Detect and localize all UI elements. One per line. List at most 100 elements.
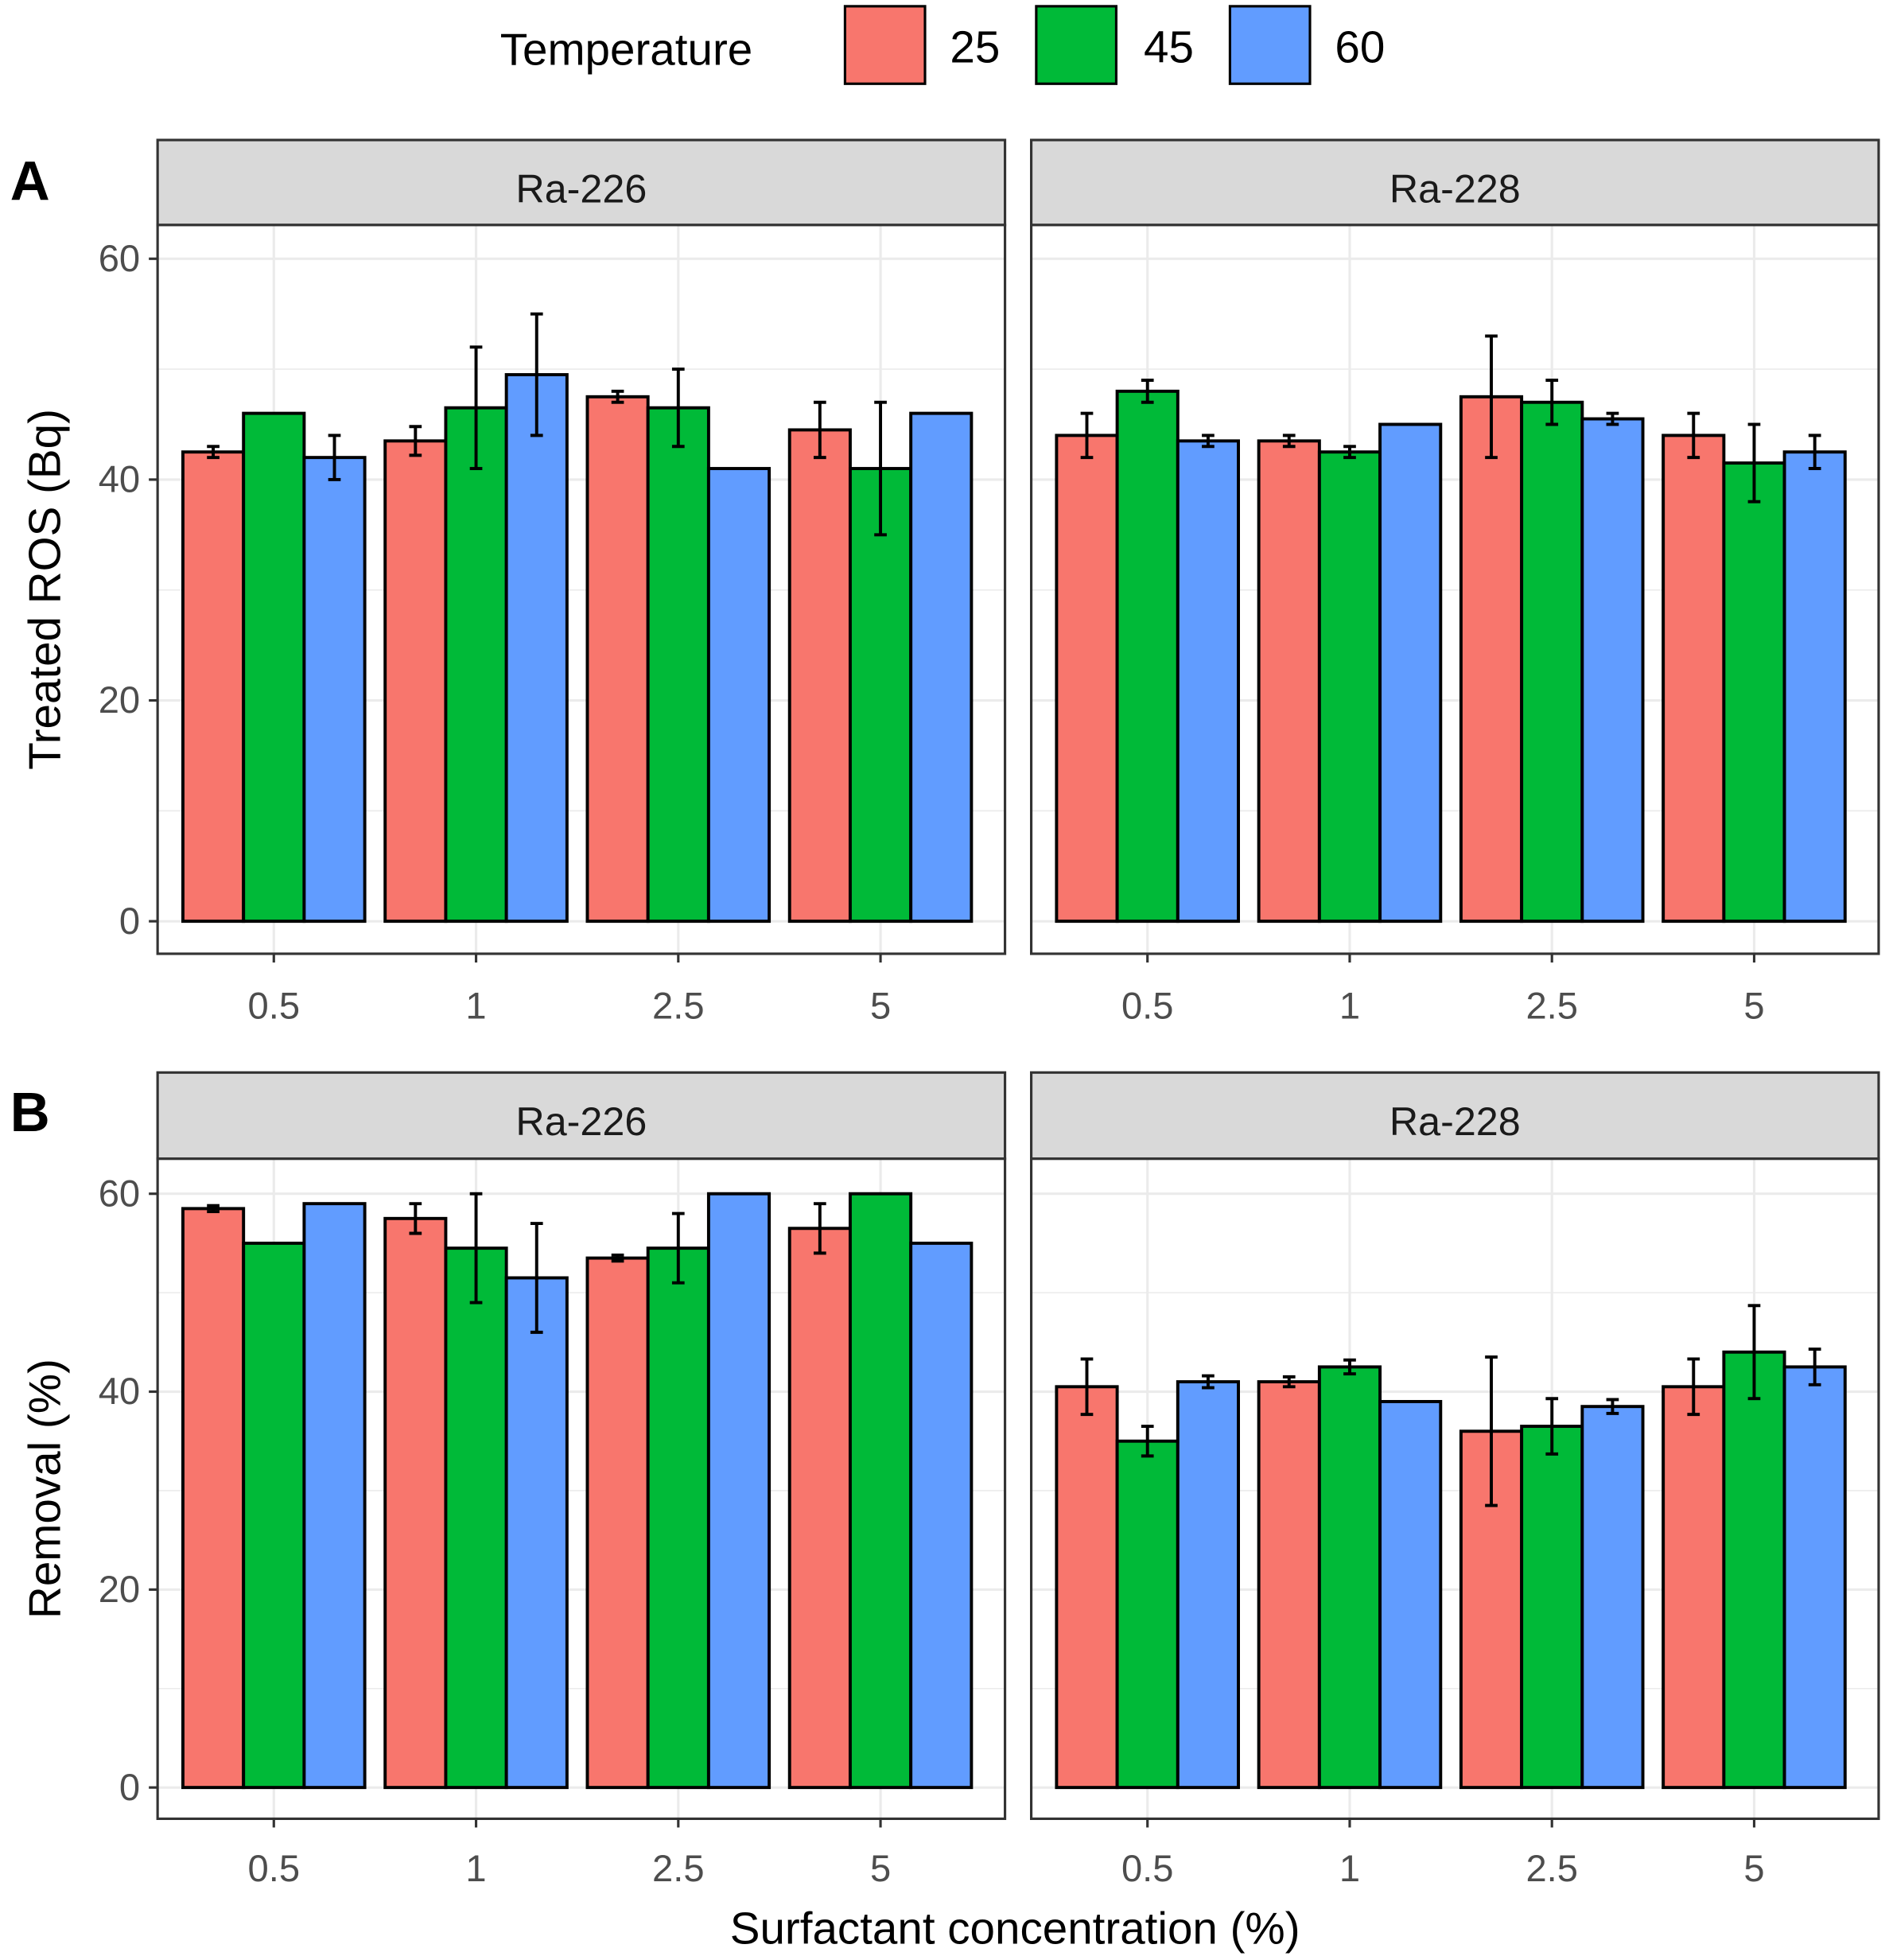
legend-swatch-45 (1035, 5, 1117, 85)
legend: Temperature 25 45 60 (500, 5, 1385, 85)
bar-Ra-228-1-45 (1317, 450, 1382, 924)
y-tick-label: 0 (119, 1766, 140, 1808)
bar-Ra-228-5-45 (1722, 1350, 1786, 1790)
panel-border (1030, 224, 1880, 955)
x-tick-label: 5 (870, 985, 891, 1027)
bar-Ra-226-5-45 (848, 467, 913, 924)
bar-Ra-228-1-25 (1257, 1380, 1321, 1790)
x-tick-label: 0.5 (248, 985, 301, 1027)
bar-Ra-226-2.5-45 (646, 406, 710, 924)
x-tick-label: 2.5 (1525, 985, 1578, 1027)
bar-Ra-228-1-60 (1378, 422, 1443, 924)
x-tick-label: 2.5 (652, 985, 705, 1027)
bar-Ra-226-1-25 (383, 439, 448, 924)
x-tick-label: 0.5 (1121, 985, 1174, 1027)
bar-Ra-226-0.5-45 (242, 1241, 306, 1790)
bar-Ra-228-2.5-60 (1580, 1405, 1645, 1790)
panel-border (1030, 1157, 1880, 1820)
bar-Ra-228-1-45 (1317, 1365, 1382, 1790)
legend-swatch-60 (1228, 5, 1312, 85)
bar-Ra-226-5-25 (787, 1227, 852, 1790)
y-tick-label: 60 (99, 237, 140, 279)
panel-B: B Removal (%) Ra-226 0.5 1 2.5 5 0 20 40 60 Ra-228 0… (10, 1071, 1880, 1889)
bar-Ra-228-0.5-45 (1115, 1439, 1180, 1790)
panel-A: A Treated ROS (Bq) Ra-226 0.5 1 2.5 5 0 20 40 60 Ra… (10, 138, 1880, 1027)
bar-Ra-228-2.5-25 (1459, 395, 1524, 924)
y-tick-label: 40 (99, 1370, 140, 1412)
legend-label-60: 60 (1335, 22, 1385, 72)
bar-Ra-228-2.5-45 (1520, 400, 1584, 924)
bar-Ra-226-0.5-60 (302, 456, 367, 924)
panel-border (156, 224, 1007, 955)
bar-Ra-228-5-45 (1722, 461, 1786, 924)
legend-title: Temperature (500, 25, 753, 75)
bar-Ra-228-2.5-60 (1580, 417, 1645, 924)
bar-Ra-226-0.5-60 (302, 1202, 367, 1790)
facet-Ra-228: Ra-228 0.5 1 2.5 5 (1030, 138, 1880, 1027)
bar-Ra-226-1-25 (383, 1216, 448, 1790)
y-axis-title: Removal (%) (20, 1359, 70, 1619)
bar-Ra-228-2.5-45 (1520, 1425, 1584, 1790)
bar-Ra-226-0.5-25 (181, 450, 246, 924)
x-tick-label: 2.5 (1525, 1847, 1578, 1889)
bar-Ra-226-5-60 (909, 1241, 974, 1790)
y-tick-label: 20 (99, 679, 140, 721)
bar-Ra-228-0.5-60 (1176, 1380, 1240, 1790)
facet-Ra-226: Ra-226 0.5 1 2.5 5 0 20 40 60 (99, 1071, 1007, 1889)
y-tick-label: 40 (99, 458, 140, 500)
y-tick-label: 60 (99, 1172, 140, 1214)
bar-Ra-226-2.5-60 (706, 1192, 771, 1790)
facet-strip (156, 1071, 1007, 1161)
bar-Ra-226-1-45 (444, 406, 508, 924)
bar-Ra-228-5-25 (1662, 1385, 1726, 1790)
facet-strip (156, 138, 1007, 227)
bar-Ra-226-0.5-45 (242, 411, 306, 924)
x-tick-label: 5 (870, 1847, 891, 1889)
bar-Ra-228-5-25 (1662, 434, 1726, 924)
facet-title: Ra-226 (515, 1099, 647, 1144)
bar-Ra-226-5-60 (909, 411, 974, 924)
facet-Ra-228: Ra-228 0.5 1 2.5 5 (1030, 1071, 1880, 1889)
legend-label-45: 45 (1144, 22, 1194, 72)
x-tick-label: 1 (465, 1847, 486, 1889)
facet-Ra-226: Ra-226 0.5 1 2.5 5 0 20 40 60 (99, 138, 1007, 1027)
bar-Ra-226-1-60 (504, 373, 569, 924)
facet-title: Ra-228 (1389, 166, 1521, 212)
bar-Ra-228-5-60 (1782, 1365, 1847, 1790)
x-axis-title: Surfactant concentration (%) (730, 1904, 1300, 1954)
bar-Ra-228-1-60 (1378, 1400, 1443, 1790)
x-tick-label: 5 (1743, 985, 1764, 1027)
x-tick-label: 2.5 (652, 1847, 705, 1889)
x-tick-label: 0.5 (248, 1847, 301, 1889)
bar-Ra-228-0.5-25 (1055, 1385, 1119, 1790)
facet-strip (1030, 1071, 1880, 1161)
bar-Ra-228-1-25 (1257, 439, 1321, 924)
bar-Ra-226-5-45 (848, 1192, 913, 1790)
legend-label-25: 25 (950, 22, 1000, 72)
bar-Ra-226-1-45 (444, 1246, 508, 1790)
bar-Ra-226-2.5-25 (585, 1256, 650, 1790)
panel-label: B (10, 1081, 50, 1143)
x-tick-label: 5 (1743, 1847, 1764, 1889)
bar-Ra-226-1-60 (504, 1276, 569, 1790)
y-tick-label: 0 (119, 900, 140, 942)
x-tick-label: 1 (1339, 1847, 1360, 1889)
x-tick-label: 1 (1339, 985, 1360, 1027)
panel-label: A (10, 150, 50, 212)
legend-swatch-25 (843, 5, 927, 85)
y-tick-label: 20 (99, 1568, 140, 1610)
x-tick-label: 0.5 (1121, 1847, 1174, 1889)
y-axis-title: Treated ROS (Bq) (20, 409, 70, 770)
bar-Ra-228-0.5-25 (1055, 434, 1119, 924)
bar-Ra-226-2.5-60 (706, 467, 771, 924)
facet-title: Ra-228 (1389, 1099, 1521, 1144)
facet-title: Ra-226 (515, 166, 647, 212)
bar-Ra-226-5-25 (787, 428, 852, 924)
bar-Ra-226-2.5-45 (646, 1246, 710, 1790)
bar-Ra-226-0.5-25 (181, 1207, 246, 1790)
bar-Ra-226-2.5-25 (585, 395, 650, 924)
facet-strip (1030, 138, 1880, 227)
bar-Ra-228-0.5-45 (1115, 389, 1180, 924)
bar-Ra-228-0.5-60 (1176, 439, 1240, 924)
